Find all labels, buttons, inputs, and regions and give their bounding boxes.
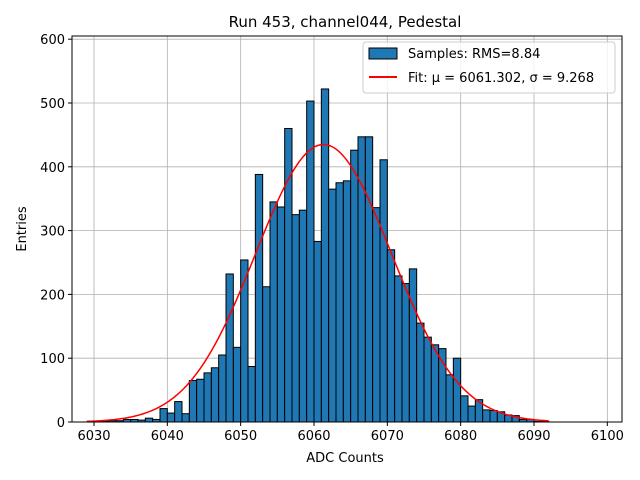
histogram-bar: [335, 182, 344, 423]
y-axis-label: Entries: [15, 206, 30, 252]
histogram-bar: [247, 365, 256, 423]
y-tick-label: 600: [40, 33, 65, 48]
histogram-bar: [445, 374, 454, 423]
histogram-bar: [276, 206, 286, 423]
x-tick-label: 6090: [517, 429, 550, 444]
histogram-bar: [269, 201, 278, 423]
y-tick-label: 100: [40, 352, 65, 367]
histogram-bar: [386, 249, 396, 423]
legend-fit-label: Fit: μ = 6061.302, σ = 9.268: [408, 71, 594, 86]
histogram-bar: [430, 344, 440, 423]
x-tick-label: 6050: [224, 429, 257, 444]
histogram-bar: [159, 408, 168, 423]
histogram-bar: [320, 88, 330, 423]
y-tick-label: 0: [57, 416, 65, 431]
y-tick-label: 200: [40, 288, 65, 303]
x-tick-label: 6060: [297, 429, 330, 444]
x-tick-label: 6030: [77, 429, 110, 444]
legend-box: [362, 41, 616, 94]
plot-frame: [71, 35, 623, 423]
histogram-bar: [350, 149, 359, 423]
histogram-bar: [240, 259, 249, 423]
histogram-bar: [438, 348, 447, 423]
x-tick-label: 6040: [151, 429, 184, 444]
legend-histogram-swatch: [368, 47, 398, 60]
histogram-bar: [460, 395, 469, 423]
histogram-bar: [181, 413, 190, 423]
fit-curve: [86, 143, 549, 423]
histogram-bar: [342, 180, 352, 423]
histogram-bar: [364, 136, 374, 423]
legend-histogram-label: Samples: RMS=8.84: [408, 47, 540, 62]
histogram-bar: [408, 268, 418, 423]
histogram-bar: [372, 207, 381, 423]
histogram-bar: [482, 409, 491, 423]
histogram-bar: [174, 401, 183, 423]
x-axis-label: ADC Counts: [306, 451, 384, 466]
histogram-bar: [401, 283, 410, 423]
histogram-bar: [144, 417, 154, 423]
histogram-bar: [210, 367, 220, 423]
axis-ticks: 6030 6040 6050 6060 6070 6080 6090 6100 0 100 200 3…: [40, 33, 624, 444]
histogram-bar: [262, 286, 271, 423]
histogram-bar: [166, 412, 176, 423]
y-tick-label: 400: [40, 161, 65, 176]
histogram-bar: [284, 128, 293, 423]
histogram-bar: [298, 209, 308, 423]
x-tick-label: 6100: [591, 429, 624, 444]
histogram-bar: [188, 380, 198, 423]
histogram-bar: [467, 405, 476, 423]
histogram-bar: [218, 354, 227, 423]
histogram-bar: [291, 214, 300, 423]
y-tick-label: 500: [40, 97, 65, 112]
histogram-bar: [225, 273, 234, 423]
histogram-bar: [416, 322, 425, 423]
histogram-bar: [489, 410, 498, 423]
histogram-bar: [196, 378, 205, 423]
histogram-bar: [394, 275, 403, 423]
histogram-bar: [203, 372, 212, 423]
histogram-bar: [379, 159, 388, 423]
histogram-bar: [313, 240, 322, 423]
histogram-bar: [452, 357, 462, 423]
x-tick-label: 6080: [444, 429, 477, 444]
histogram-bar: [232, 346, 242, 423]
x-tick-label: 6070: [371, 429, 404, 444]
histogram-bar: [423, 336, 432, 423]
histogram-bar: [254, 173, 264, 423]
histogram-bar: [328, 188, 337, 423]
chart-title: Run 453, channel044, Pedestal: [229, 13, 462, 31]
legend: Samples: RMS=8.84 Fit: μ = 6061.302, σ =…: [362, 41, 616, 94]
y-tick-label: 300: [40, 225, 65, 240]
